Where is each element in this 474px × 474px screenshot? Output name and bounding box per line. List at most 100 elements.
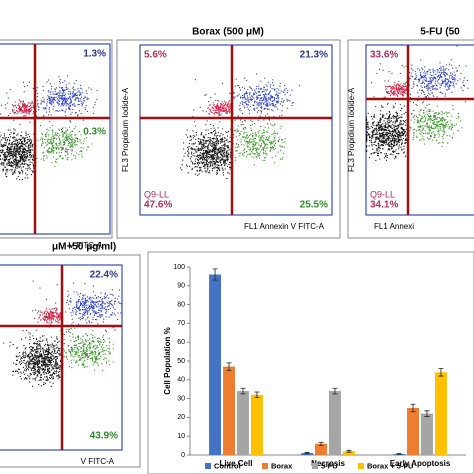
event-dot <box>401 128 403 130</box>
event-dot <box>26 143 28 145</box>
event-dot <box>23 147 26 149</box>
event-dot <box>266 101 268 103</box>
event-dot <box>198 167 200 169</box>
event-dot <box>393 129 395 131</box>
event-dot <box>428 126 430 128</box>
event-dot <box>84 107 86 109</box>
event-dot <box>279 145 281 147</box>
event-dot <box>259 145 261 147</box>
event-dot <box>227 146 229 148</box>
event-dot <box>50 93 52 95</box>
event-dot <box>210 139 212 141</box>
event-dot <box>379 129 381 131</box>
event-dot <box>214 165 216 167</box>
event-dot <box>267 139 269 141</box>
event-dot <box>9 129 11 131</box>
event-dot <box>259 97 261 99</box>
event-dot <box>264 115 266 117</box>
event-dot <box>53 372 55 374</box>
event-dot <box>444 78 446 80</box>
event-dot <box>66 103 68 105</box>
event-dot <box>226 112 228 114</box>
event-dot <box>247 141 249 143</box>
event-dot <box>366 135 368 137</box>
event-dot <box>16 164 18 166</box>
event-dot <box>246 92 248 94</box>
event-dot <box>396 127 399 129</box>
event-dot <box>63 91 65 93</box>
event-dot <box>213 127 215 129</box>
event-dot <box>226 155 228 157</box>
event-dot <box>389 134 391 137</box>
event-dot <box>201 132 203 134</box>
event-dot <box>13 104 15 107</box>
event-dot <box>397 83 399 85</box>
event-dot <box>229 103 231 105</box>
event-dot <box>437 142 439 144</box>
event-dot <box>403 131 405 133</box>
event-dot <box>50 100 52 102</box>
event-dot <box>436 121 438 123</box>
event-dot <box>266 113 268 115</box>
event-dot <box>24 139 26 141</box>
event-dot <box>286 100 288 102</box>
event-dot <box>229 168 231 170</box>
event-dot <box>398 148 400 150</box>
event-dot <box>56 366 58 368</box>
event-dot <box>32 87 34 90</box>
event-dot <box>243 93 245 95</box>
event-dot <box>428 96 430 98</box>
event-dot <box>416 119 418 121</box>
event-dot <box>430 125 432 127</box>
event-dot <box>65 103 67 105</box>
event-dot <box>442 126 444 128</box>
event-dot <box>264 104 266 106</box>
event-dot <box>219 108 221 110</box>
event-dot <box>51 104 53 106</box>
event-dot <box>59 142 61 144</box>
event-dot <box>453 78 455 80</box>
event-dot <box>211 112 213 114</box>
event-dot <box>23 140 25 142</box>
event-dot <box>266 105 268 107</box>
event-dot <box>75 94 77 96</box>
event-dot <box>441 113 443 115</box>
event-dot <box>58 99 60 101</box>
event-dot <box>52 142 54 144</box>
event-dot <box>270 95 272 97</box>
event-dot <box>446 73 448 75</box>
event-dot <box>447 121 449 123</box>
event-dot <box>366 141 368 143</box>
event-dot <box>47 364 49 366</box>
event-dot <box>244 98 246 100</box>
event-dot <box>36 375 38 377</box>
event-dot <box>22 149 24 151</box>
event-dot <box>61 132 63 134</box>
event-dot <box>16 143 18 145</box>
event-dot <box>222 137 224 139</box>
event-dot <box>447 82 449 84</box>
event-dot <box>390 146 392 148</box>
event-dot <box>192 134 194 137</box>
event-dot <box>435 116 437 118</box>
event-dot <box>422 80 424 82</box>
event-dot <box>409 77 411 79</box>
event-dot <box>28 164 30 166</box>
event-dot <box>254 153 256 155</box>
event-dot <box>229 141 231 143</box>
event-dot <box>392 137 394 139</box>
event-dot <box>404 129 406 131</box>
event-dot <box>49 361 51 364</box>
x-axis-label: FL1 Annexi <box>374 222 414 231</box>
event-dot <box>253 153 255 155</box>
event-dot <box>400 134 402 136</box>
event-dot <box>281 114 283 116</box>
event-dot <box>237 84 239 87</box>
event-dot <box>24 156 26 158</box>
event-dot <box>379 121 381 123</box>
event-dot <box>36 96 38 98</box>
event-dot <box>265 99 267 101</box>
event-dot <box>55 132 57 134</box>
event-dot <box>9 146 11 149</box>
event-dot <box>43 142 45 144</box>
